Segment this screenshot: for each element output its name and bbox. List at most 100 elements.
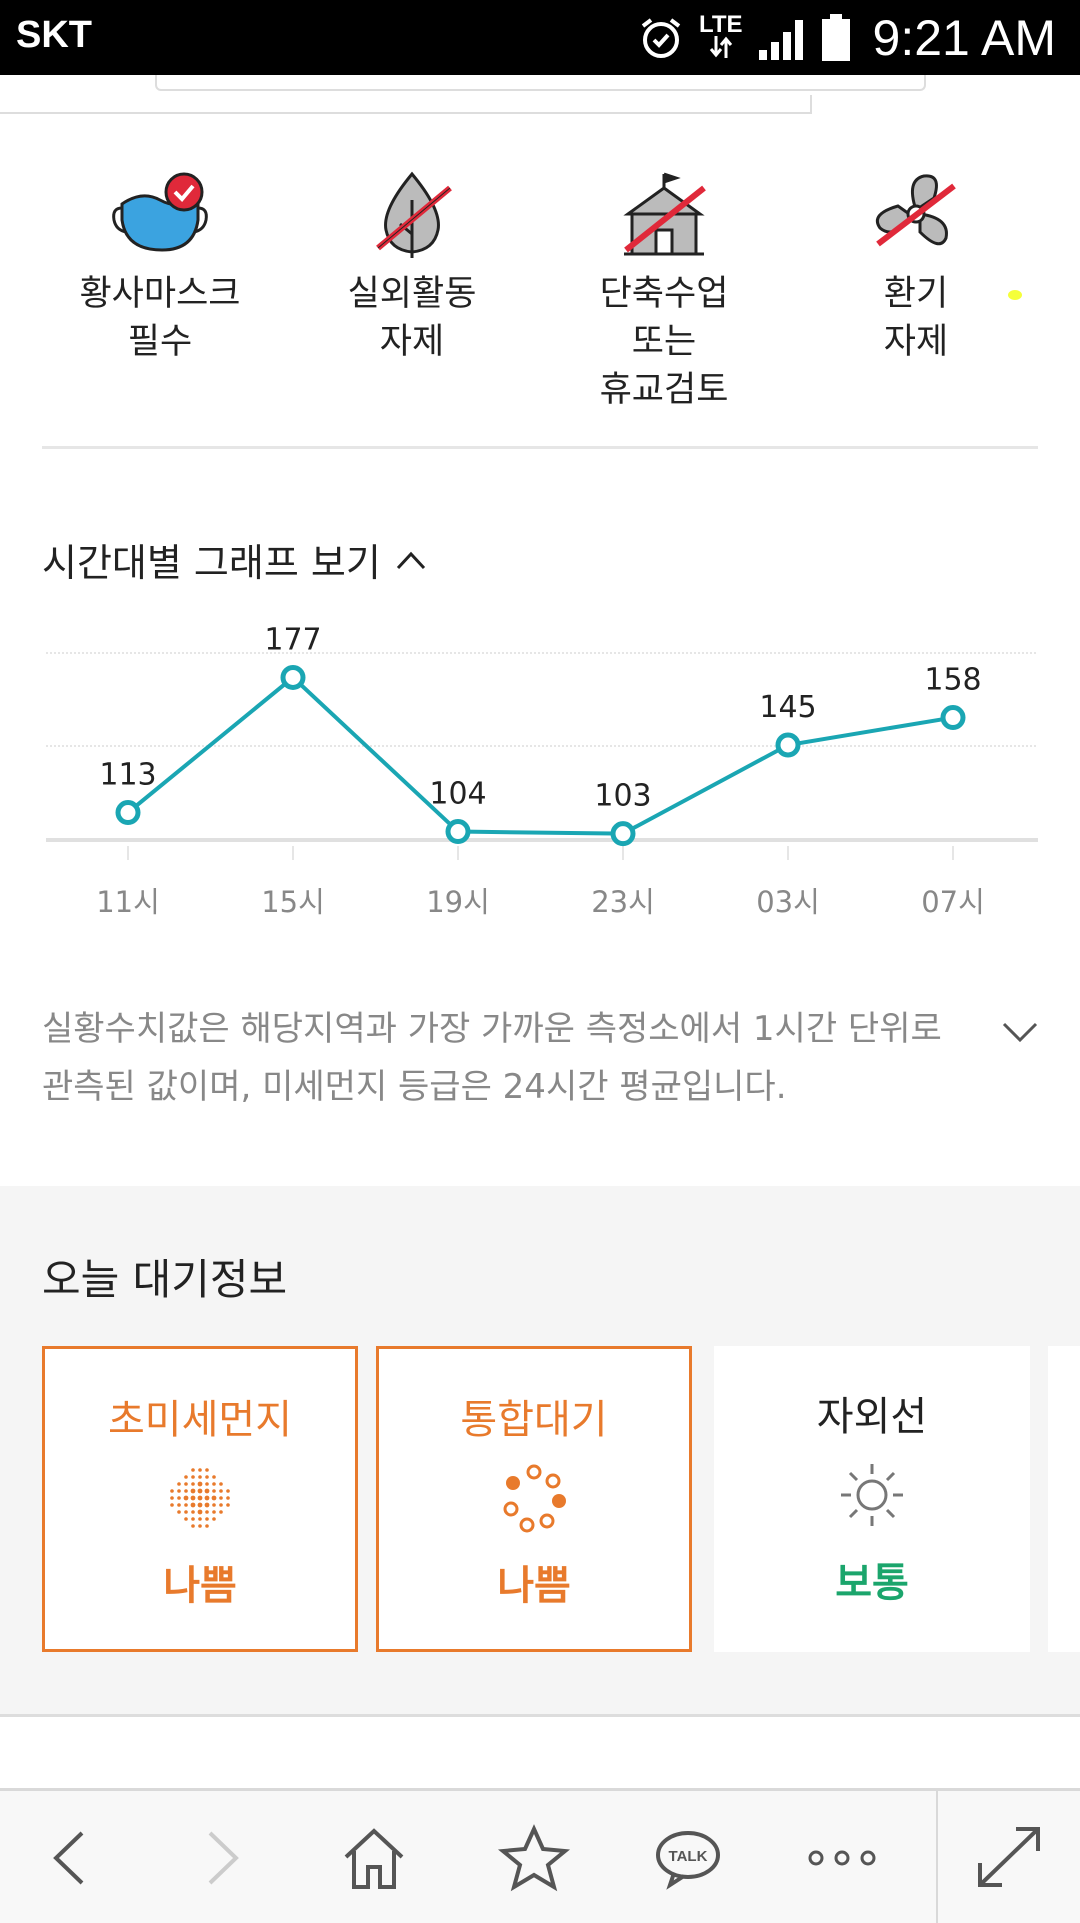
dust-dot [191,1475,195,1479]
dust-dot [212,1475,216,1479]
x-tick-label: 03시 [756,885,820,919]
search-box-remnant [155,75,926,91]
dust-dot [191,1482,195,1486]
no-outdoor-leaf-icon [376,171,452,258]
card-value: 보통 [835,1560,909,1606]
data-arrows-icon [709,35,732,58]
dust-dot [190,1495,196,1501]
card-next-partial[interactable] [1048,1346,1080,1652]
network-type: LTE [699,12,743,62]
action-guidelines: 황사마스크 필수 실외활동 자제 단축수업 또는 휴교검토 환기 자제 [40,170,1040,430]
forward-icon[interactable] [182,1823,262,1893]
more-icon[interactable] [802,1823,882,1893]
card-ultrafine-dust[interactable]: 초미세먼지 나쁨 [42,1346,358,1652]
dust-dot [205,1517,209,1521]
no-school-icon [623,172,706,256]
yellow-dot [1008,290,1022,300]
measurement-note: 실황수치값은 해당지역과 가장 가까운 측정소에서 1시간 단위로 관측된 값이… [42,1009,942,1107]
data-point[interactable] [115,800,141,826]
dust-dot [212,1517,216,1521]
dust-dot [191,1510,195,1514]
section-divider [0,1714,1080,1717]
data-point[interactable] [280,664,306,690]
dust-dot [219,1482,223,1486]
dust-dot [219,1510,223,1514]
fullscreen-icon[interactable] [970,1823,1050,1893]
dust-dot [219,1496,223,1500]
tab-underline-remnant [0,112,812,114]
status-bar: SKT LTE 9:21 AM [0,0,1080,75]
tab-separator-remnant [810,95,812,114]
no-fan-icon [875,174,956,247]
data-point[interactable] [610,821,636,847]
chevron-up-icon [396,551,425,569]
series-line [126,674,954,836]
card-title: 자외선 [816,1394,928,1440]
dust-dot [212,1503,216,1507]
nav-separator [936,1791,938,1923]
dust-dot [190,1488,196,1494]
x-tick-label: 07시 [921,885,985,919]
dust-dot [183,1495,189,1501]
x-tick-label: 23시 [591,885,655,919]
dust-dot [177,1489,181,1493]
air-quality-icon [503,1464,566,1533]
data-label: 113 [99,758,156,793]
clock-time: 9:21 AM [872,9,1056,66]
card-value: 나쁨 [163,1563,237,1609]
dust-dot [191,1517,195,1521]
dust-dot [190,1502,196,1508]
action-school: 단축수업 또는 휴교검토 [544,170,784,414]
dust-dot [184,1503,188,1507]
data-label: 104 [429,777,486,812]
dust-dot [198,1517,202,1521]
dust-dot [177,1482,181,1486]
dust-dot [204,1488,210,1494]
data-point[interactable] [775,732,801,758]
dust-dot [198,1524,202,1528]
battery-icon [821,13,850,61]
dust-dot [170,1503,174,1507]
x-tick-label: 15시 [261,885,325,919]
dust-dot [205,1482,209,1486]
graph-toggle-label: 시간대별 그래프 보기 [42,541,381,585]
action-label: 단축수업 또는 휴교검토 [599,274,729,410]
dust-dot [197,1502,203,1508]
data-label: 145 [759,690,816,725]
today-title: 오늘 대기정보 [42,1255,288,1304]
kakaotalk-share-icon[interactable]: TALK [648,1823,728,1893]
data-point[interactable] [940,705,966,731]
dust-dot [205,1524,209,1528]
dust-dot [197,1481,203,1487]
dust-dot [211,1495,217,1501]
dust-dot [184,1517,188,1521]
home-icon[interactable] [334,1823,414,1893]
data-label: 103 [594,779,651,814]
dust-dot [212,1489,216,1493]
x-tick-label: 19시 [426,885,490,919]
dust-dot [205,1510,209,1514]
card-title: 통합대기 [460,1397,608,1443]
graph-toggle[interactable]: 시간대별 그래프 보기 [42,532,427,587]
card-air-quality[interactable]: 통합대기 나쁨 [376,1346,692,1652]
card-uv[interactable]: 자외선 보통 [714,1346,1030,1652]
data-label: 177 [264,622,321,657]
alarm-icon [641,17,681,58]
dust-dot [198,1475,202,1479]
dust-dot [197,1495,203,1501]
talk-label: TALK [669,1848,708,1865]
section-divider [42,446,1038,449]
chevron-down-icon[interactable] [1000,1016,1040,1046]
action-outdoor: 실외활동 자제 [292,170,532,366]
dust-dot [170,1489,174,1493]
bookmark-star-icon[interactable] [494,1823,574,1893]
dust-dot [212,1482,216,1486]
action-label: 환기 자제 [883,274,949,362]
dust-dot [197,1509,203,1515]
dust-dot [184,1510,188,1514]
scrolled-content-remnant [0,75,1080,115]
data-point[interactable] [445,819,471,845]
back-icon[interactable] [30,1823,110,1893]
dust-dot [170,1496,174,1500]
signal-icon [758,19,803,60]
